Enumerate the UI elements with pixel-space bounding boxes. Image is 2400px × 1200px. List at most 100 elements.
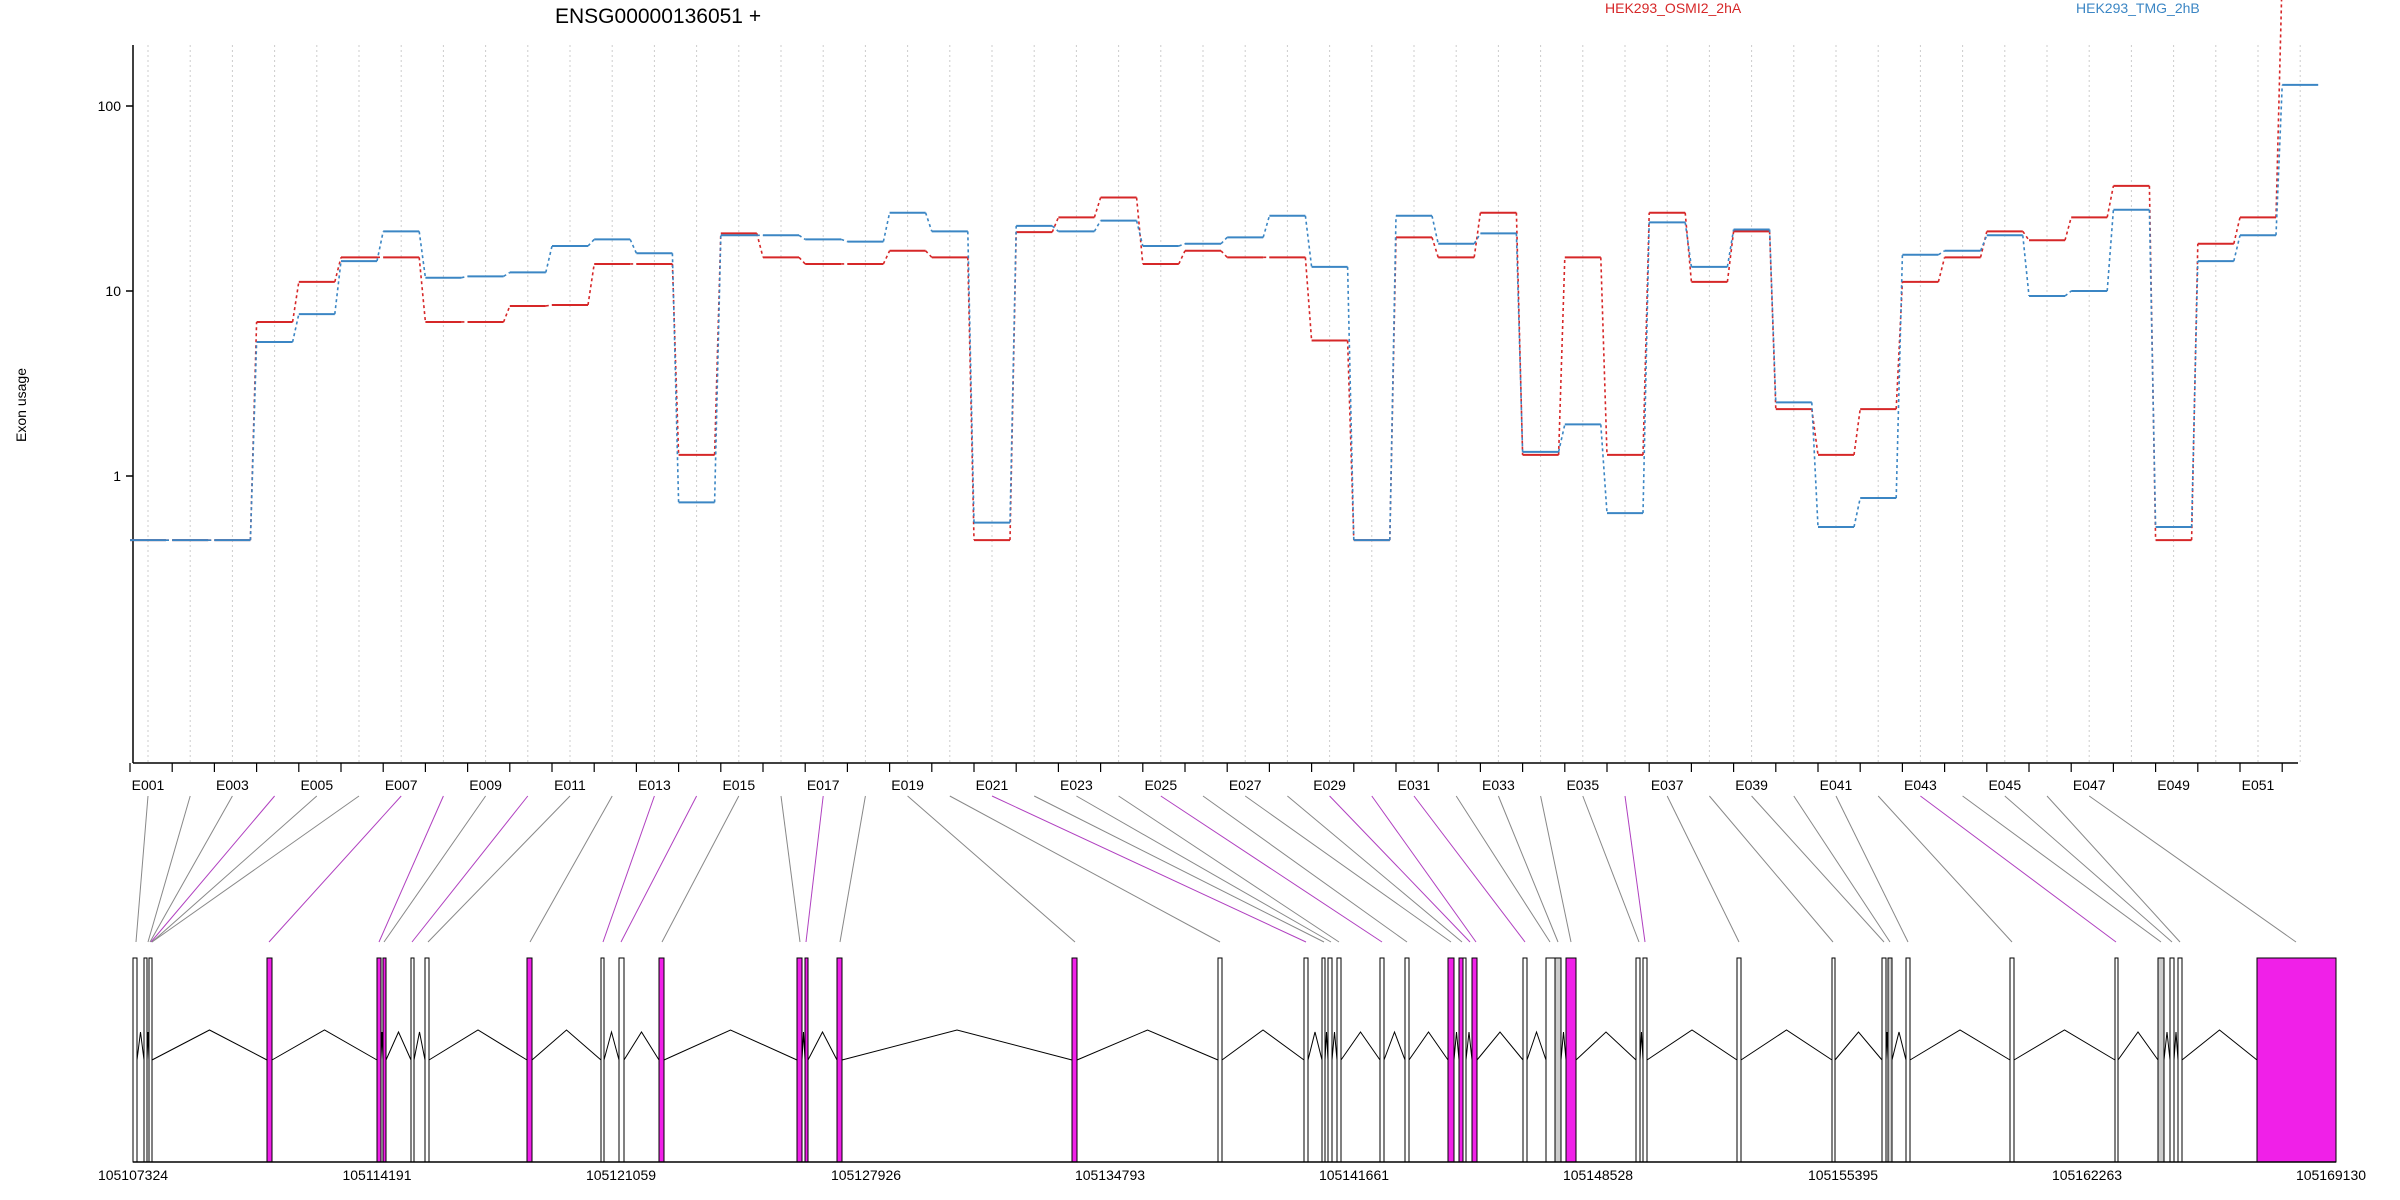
series-connector [1304, 215, 1313, 267]
series-connector [2064, 290, 2072, 297]
series-connector [1979, 235, 1988, 252]
exon-box [526, 957, 533, 1163]
exon-connector [1413, 795, 1526, 943]
series-connector [1220, 236, 1228, 245]
intron-line [1307, 1031, 1323, 1061]
exon-box [2169, 957, 2175, 1163]
intron-line [1221, 1029, 1305, 1061]
series-connector [1051, 225, 1059, 232]
series-connector [1853, 408, 1861, 456]
x-tick-label: E035 [1566, 777, 1599, 793]
x-tick-label: E001 [132, 777, 165, 793]
exon-connector [907, 795, 1076, 943]
series-connector [1473, 212, 1482, 258]
exon-box [1462, 957, 1467, 1163]
x-tick-label: E025 [1144, 777, 1177, 793]
series-connector [1009, 225, 1017, 523]
exon-box [376, 957, 382, 1163]
exon-connector [1244, 795, 1452, 943]
exon-connector [151, 795, 318, 943]
exon-box [1565, 957, 1577, 1163]
series-connector [1093, 220, 1102, 232]
x-tick-label: E043 [1904, 777, 1937, 793]
exon-connector [2088, 795, 2297, 943]
x-tick-label: E017 [807, 777, 840, 793]
coordinate-label: 105107324 [98, 1167, 168, 1183]
x-tick-label: E045 [1988, 777, 2021, 793]
series-connector [1768, 229, 1777, 403]
legend-entry-osmi2: HEK293_OSMI2_2hA [1605, 0, 1742, 16]
exon-box [1905, 957, 1911, 1163]
series-connector [1178, 250, 1186, 265]
y-axis-label: Exon usage [13, 368, 29, 442]
exon-box [1458, 957, 1464, 1163]
series-connector [2148, 209, 2157, 528]
series-connector [1473, 232, 1482, 245]
intron-line [1526, 1030, 1547, 1061]
intron-line [663, 1029, 798, 1061]
exon-connector [1202, 795, 1408, 943]
exon-connector [1624, 795, 1646, 943]
exon-box [1303, 957, 1309, 1163]
exon-connector [2004, 795, 2173, 943]
exon-connector [1076, 795, 1332, 943]
series-connector [1515, 233, 1524, 452]
intron-line [136, 1031, 145, 1061]
x-tick-label: E003 [216, 777, 249, 793]
series-connector [503, 271, 511, 278]
series-connector [334, 261, 342, 315]
intron-line [1340, 1031, 1381, 1061]
intron-line [2181, 1029, 2258, 1061]
intron-line [428, 1029, 528, 1061]
x-tick-label: E049 [2157, 777, 2190, 793]
exon-box [1404, 957, 1410, 1163]
series-connector [713, 235, 722, 503]
series-connector [2022, 230, 2030, 241]
series-connector [1726, 231, 1735, 282]
exon-box [1831, 957, 1836, 1163]
series-connector [2106, 209, 2115, 292]
series-connector [2275, 0, 2283, 218]
exon-connector [1666, 795, 1740, 943]
x-tick-label: E005 [300, 777, 333, 793]
exon-connector [949, 795, 1221, 943]
series-connector [1937, 250, 1946, 256]
series-lines [130, 0, 2319, 542]
exon-box [1327, 957, 1333, 1163]
series-connector [1642, 222, 1650, 514]
series-connector [1684, 222, 1693, 267]
exon-connector [1160, 795, 1383, 943]
series-connector [967, 257, 975, 541]
exon-connector [1497, 795, 1559, 943]
exon-box [2114, 957, 2119, 1163]
x-tick-label: E039 [1735, 777, 1768, 793]
exon-box [1545, 957, 1556, 1163]
intron-line [1465, 1031, 1473, 1061]
x-ticks: E001 E003 E005 E007 E009 E011 E013 E015 E017 E019… [129, 763, 2283, 793]
exon-connector [602, 795, 655, 943]
exon-box [618, 957, 625, 1163]
exon-box [2256, 957, 2337, 1163]
intron-line [1575, 1031, 1637, 1061]
intron-line [1331, 1031, 1338, 1061]
series-connector [925, 250, 933, 258]
exon-box [1321, 957, 1326, 1163]
series-connector [545, 245, 553, 273]
intron-line [1076, 1029, 1219, 1061]
series-connector [2233, 235, 2241, 262]
exon-box [2157, 957, 2165, 1163]
y-tick-label: 1 [113, 468, 121, 484]
series-connector [1135, 220, 1144, 247]
intron-line [2117, 1031, 2159, 1061]
x-tick-label: E037 [1651, 777, 1684, 793]
series-connector [2275, 84, 2283, 236]
x-tick-label: E027 [1229, 777, 1262, 793]
exon-box [424, 957, 430, 1163]
series-connector [1220, 250, 1228, 258]
series-connector [2233, 217, 2241, 244]
exon-connector [780, 795, 801, 943]
exon-box [2009, 957, 2015, 1163]
x-tick-label: E011 [554, 777, 586, 793]
intron-line [1834, 1031, 1883, 1061]
intron-line [1560, 1031, 1567, 1061]
